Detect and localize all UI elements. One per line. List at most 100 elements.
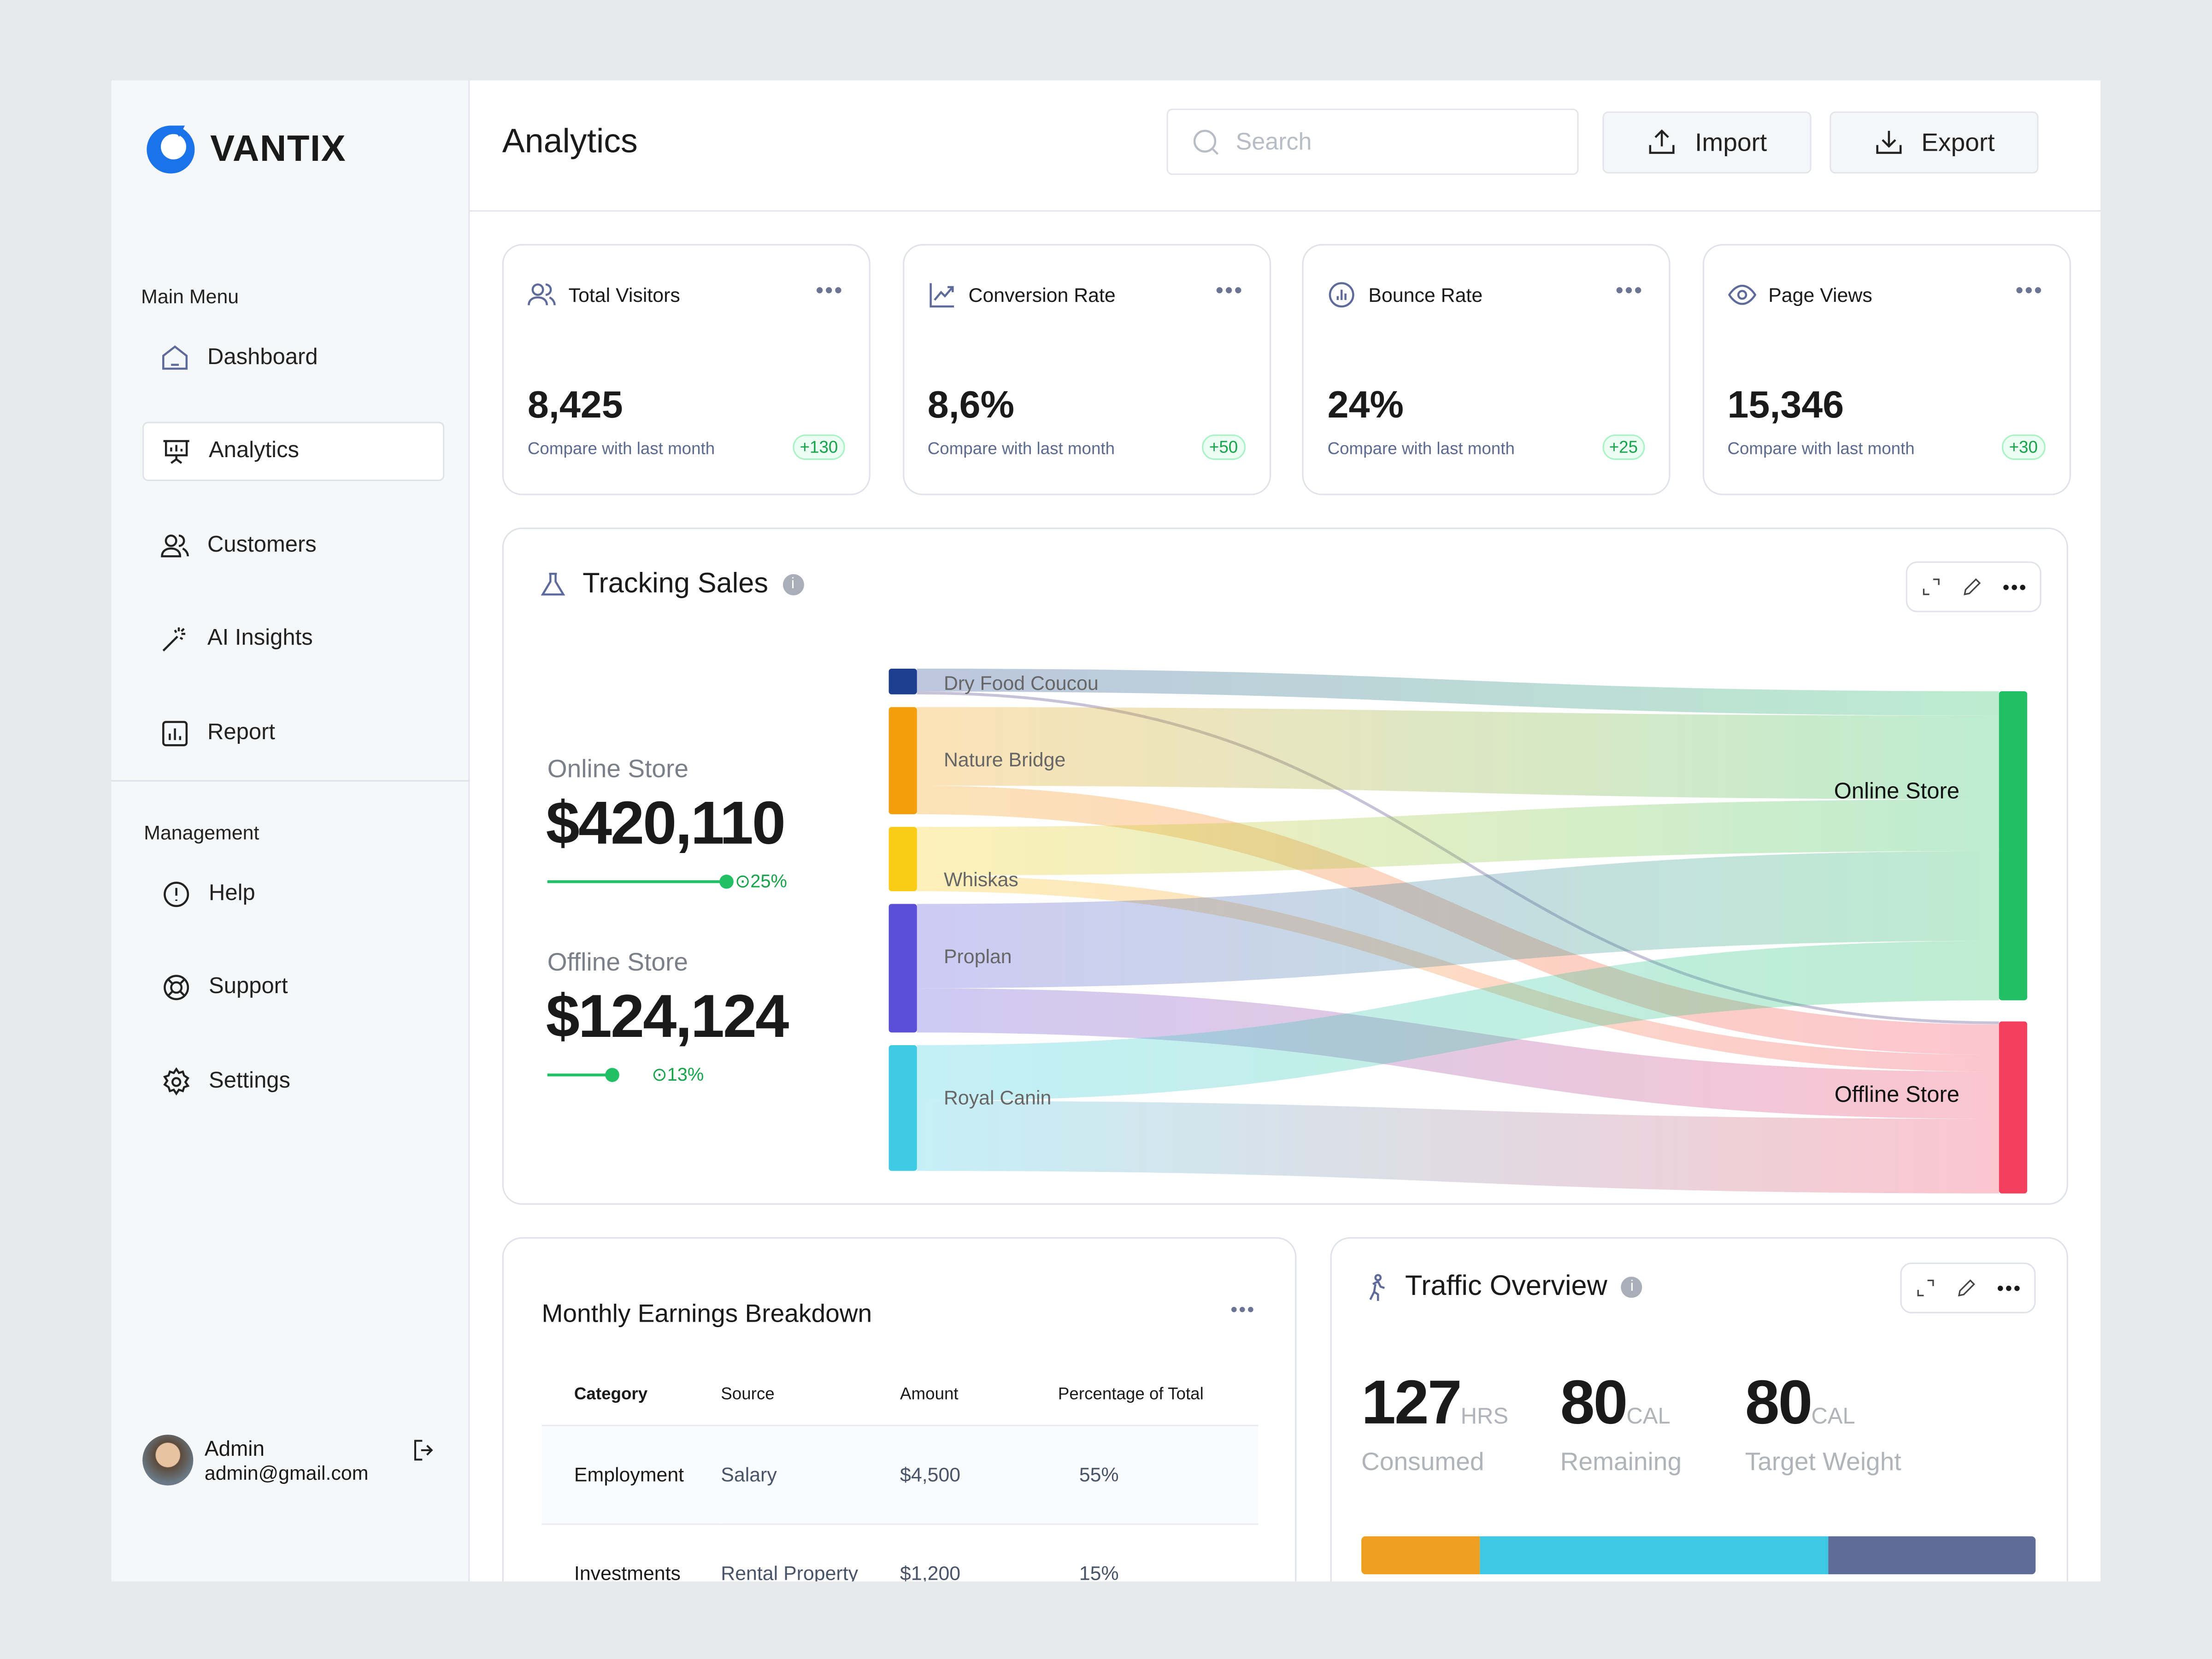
running-icon (1369, 1273, 1385, 1300)
cell: 15% (1079, 1562, 1119, 1582)
online-store-value: $420,110 (546, 790, 786, 858)
eye-icon (1727, 284, 1756, 305)
more-icon[interactable]: ••• (1615, 279, 1644, 304)
more-icon[interactable]: ••• (2002, 575, 2028, 598)
user-name: Admin (204, 1436, 265, 1461)
stat-unit: CAL (1626, 1405, 1671, 1429)
sankey-link[interactable] (917, 988, 1999, 1119)
kpi-value: 15,346 (1727, 383, 1844, 426)
sidebar: VANTIX Main Menu Dashboard Analytics Cus… (111, 80, 470, 1582)
stat-unit: CAL (1811, 1405, 1855, 1429)
info-icon[interactable]: i (782, 574, 804, 595)
table-row[interactable]: Investments Rental Property $1,200 15% (542, 1524, 1259, 1582)
more-icon[interactable]: ••• (815, 279, 844, 304)
stat-value: 80 (1560, 1368, 1628, 1438)
search-placeholder: Search (1235, 128, 1312, 155)
sankey-target-node[interactable] (1999, 1021, 2027, 1194)
sankey-link[interactable] (917, 1100, 1999, 1194)
logo[interactable]: VANTIX (142, 120, 346, 176)
sankey-link[interactable] (917, 707, 1999, 800)
sidebar-item-customers[interactable]: Customers (142, 516, 444, 576)
cell: 55% (1058, 1424, 1259, 1524)
import-button[interactable]: Import (1602, 111, 1812, 174)
sidebar-item-settings[interactable]: Settings (144, 1053, 446, 1112)
table-row[interactable]: Employment Salary $4,500 55% (541, 1424, 1259, 1524)
export-button[interactable]: Export (1830, 111, 2039, 174)
traffic-bar-segment (1829, 1536, 2036, 1575)
info-icon[interactable]: i (1621, 1277, 1643, 1298)
expand-icon[interactable] (1919, 576, 1942, 598)
logo-icon (147, 125, 195, 174)
sidebar-item-label: Report (207, 721, 276, 745)
sankey-source-node[interactable] (888, 904, 917, 1033)
sankey-link[interactable] (917, 851, 1999, 988)
progress-fill (547, 880, 725, 883)
more-icon[interactable]: ••• (1230, 1298, 1256, 1321)
sankey-target-node[interactable] (1999, 691, 2027, 1000)
user-profile: Admin admin@gmail.com (142, 1435, 439, 1486)
column-header: Percentage of Total (1058, 1363, 1259, 1426)
logout-icon[interactable] (411, 1436, 439, 1464)
sidebar-item-support[interactable]: Support (144, 958, 446, 1018)
lifebuoy-icon (164, 975, 189, 1000)
kpi-compare: Compare with last month (927, 439, 1115, 459)
export-label: Export (1921, 128, 1995, 156)
sankey-source-node[interactable] (888, 707, 917, 814)
expand-icon[interactable] (1914, 1277, 1936, 1299)
sidebar-item-help[interactable]: Help (144, 865, 446, 924)
kpi-title: Bounce Rate (1368, 283, 1483, 306)
sankey-source-node[interactable] (888, 827, 917, 891)
avatar[interactable] (142, 1435, 194, 1486)
sankey-source-node[interactable] (888, 1045, 917, 1171)
earnings-table: Category Source Amount Percentage of Total … (541, 1363, 1259, 1582)
sidebar-item-label: AI Insights (207, 626, 313, 651)
sidebar-item-label: Customers (207, 533, 317, 558)
users-icon (528, 283, 556, 306)
flask-icon (541, 572, 565, 595)
sankey-source-node[interactable] (888, 669, 917, 694)
sankey-link[interactable] (917, 799, 1999, 876)
main-menu-label: Main Menu (141, 285, 239, 308)
card-toolbar: ••• (1906, 561, 2041, 612)
import-label: Import (1694, 128, 1767, 156)
online-store-label: Online Store (547, 754, 689, 783)
online-progress (547, 874, 734, 889)
kpi-compare: Compare with last month (1327, 439, 1515, 459)
sankey-chart: Dry Food Coucou Nature Bridge Whiskas Propl… (888, 669, 2027, 1194)
sidebar-item-ai-insights[interactable]: AI Insights (142, 609, 444, 669)
edit-icon[interactable] (1955, 1277, 1978, 1299)
info-circle-icon (164, 882, 189, 907)
kpi-value: 24% (1327, 383, 1404, 426)
traffic-bar (1361, 1536, 2036, 1575)
bar-chart-icon (162, 721, 188, 747)
sidebar-item-analytics[interactable]: Analytics (142, 422, 445, 481)
sankey-link[interactable] (917, 941, 1999, 1101)
sankey-link[interactable] (917, 875, 1999, 1072)
sankey-source-label: Nature Bridge (944, 749, 1065, 771)
edit-icon[interactable] (1961, 576, 1983, 598)
sidebar-divider (111, 780, 470, 782)
header: Analytics Search Import Export (470, 80, 2101, 212)
kpi-delta-badge: +130 (793, 434, 845, 460)
kpi-delta-badge: +50 (1202, 434, 1245, 460)
sidebar-item-label: Help (209, 882, 255, 906)
cell: Rental Property (721, 1562, 859, 1582)
presentation-chart-icon (163, 440, 189, 464)
sankey-link[interactable] (917, 669, 1999, 716)
offline-store-label: Offline Store (547, 948, 688, 977)
online-change: ⊙25% (735, 870, 787, 892)
more-icon[interactable]: ••• (1997, 1277, 2022, 1300)
search-input[interactable]: Search (1166, 108, 1579, 175)
traffic-bar-segment (1361, 1536, 1480, 1575)
stat-label: Remaining (1560, 1447, 1682, 1476)
offline-store-value: $124,124 (546, 983, 789, 1051)
more-icon[interactable]: ••• (2015, 279, 2044, 304)
sidebar-item-label: Dashboard (207, 345, 318, 370)
sidebar-item-dashboard[interactable]: Dashboard (142, 329, 444, 388)
sidebar-item-report[interactable]: Report (142, 704, 444, 764)
sankey-source-label: Whiskas (944, 869, 1018, 891)
column-header: Amount (900, 1363, 1058, 1426)
earnings-title: Monthly Earnings Breakdown (541, 1299, 872, 1328)
more-icon[interactable]: ••• (1215, 279, 1244, 304)
traffic-stat: 127HRS Consumed (1361, 1368, 1508, 1477)
